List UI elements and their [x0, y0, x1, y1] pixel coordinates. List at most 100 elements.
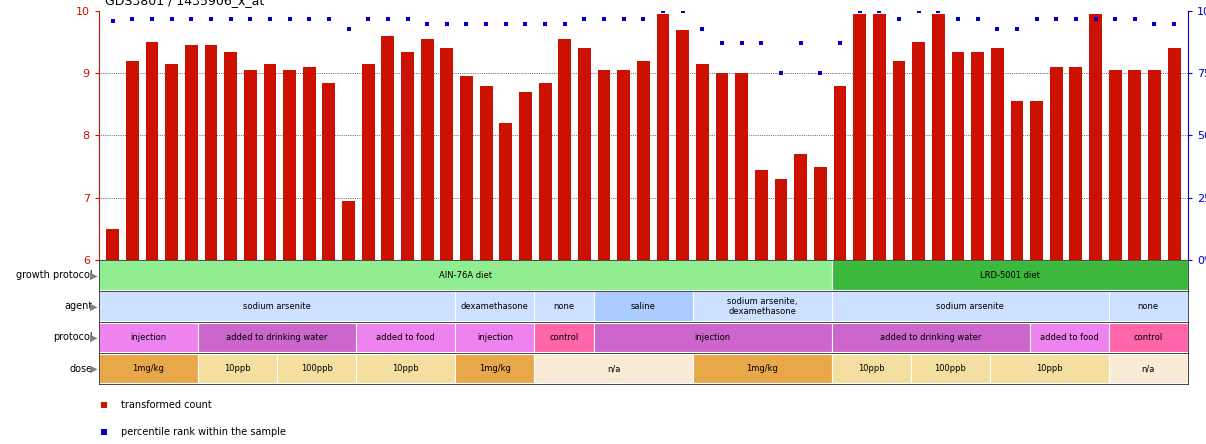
Bar [755, 170, 768, 260]
Bar [1167, 48, 1181, 260]
Bar [99, 260, 831, 290]
Point [929, 8, 948, 15]
Bar [402, 52, 414, 260]
Text: 1mg/kg: 1mg/kg [479, 364, 511, 373]
Point [614, 15, 633, 22]
Bar [831, 353, 911, 384]
Point [417, 20, 437, 27]
Point [535, 20, 555, 27]
Text: none: none [1137, 302, 1159, 311]
Bar [125, 61, 139, 260]
Text: n/a: n/a [1142, 364, 1155, 373]
Point [988, 25, 1007, 32]
Text: 100ppb: 100ppb [935, 364, 966, 373]
Text: 10ppb: 10ppb [392, 364, 420, 373]
Text: ▶: ▶ [90, 364, 98, 373]
Point [713, 40, 732, 47]
Bar [991, 48, 1003, 260]
Bar [831, 322, 1030, 353]
Point [830, 40, 849, 47]
Text: AIN-76A diet: AIN-76A diet [439, 271, 492, 280]
Bar [106, 229, 119, 260]
Bar [736, 73, 748, 260]
Bar [381, 36, 394, 260]
Point [1085, 15, 1105, 22]
Text: dose: dose [70, 364, 93, 373]
Bar [696, 64, 709, 260]
Text: n/a: n/a [607, 364, 620, 373]
Bar [1129, 70, 1141, 260]
Bar [277, 353, 356, 384]
Bar [534, 322, 593, 353]
Point [1026, 15, 1046, 22]
Text: sodium arsenite: sodium arsenite [936, 302, 1005, 311]
Point [339, 25, 358, 32]
Point [162, 15, 181, 22]
Point [1125, 15, 1144, 22]
Bar [461, 76, 473, 260]
Point [476, 20, 496, 27]
Bar [1089, 14, 1102, 260]
Bar [264, 64, 276, 260]
Text: sodium arsenite,
dexamethasone: sodium arsenite, dexamethasone [727, 297, 797, 316]
Point [103, 17, 122, 24]
Point [1144, 20, 1164, 27]
Text: injection: injection [476, 333, 513, 342]
Point [457, 20, 476, 27]
Text: ▶: ▶ [90, 333, 98, 342]
Point [555, 20, 574, 27]
Text: control: control [550, 333, 579, 342]
Bar [831, 291, 1108, 321]
Bar [617, 70, 630, 260]
Bar [99, 322, 198, 353]
Bar [1030, 322, 1108, 353]
Bar [1108, 322, 1188, 353]
Bar [198, 322, 356, 353]
Bar [990, 353, 1108, 384]
Bar [693, 291, 831, 321]
Bar [677, 30, 689, 260]
Text: GDS3801 / 1435906_x_at: GDS3801 / 1435906_x_at [105, 0, 264, 7]
Bar [356, 353, 456, 384]
Bar [774, 179, 788, 260]
Bar [693, 353, 831, 384]
Bar [185, 45, 198, 260]
Point [595, 15, 614, 22]
Text: none: none [554, 302, 575, 311]
Point [1007, 25, 1026, 32]
Bar [637, 61, 650, 260]
Text: added to food: added to food [1040, 333, 1099, 342]
Text: control: control [1134, 333, 1163, 342]
Point [201, 15, 221, 22]
Bar [952, 52, 965, 260]
Bar [534, 291, 593, 321]
Text: dexamethasone: dexamethasone [461, 302, 529, 311]
Bar [343, 201, 355, 260]
Bar [456, 291, 534, 321]
Bar [205, 45, 217, 260]
Bar [558, 39, 572, 260]
Point [95, 428, 115, 436]
Bar [971, 52, 984, 260]
Bar [1030, 101, 1043, 260]
Point [692, 25, 712, 32]
Text: agent: agent [65, 301, 93, 311]
Text: added to drinking water: added to drinking water [880, 333, 982, 342]
Text: 10ppb: 10ppb [224, 364, 251, 373]
Text: percentile rank within the sample: percentile rank within the sample [121, 427, 286, 437]
Point [241, 15, 260, 22]
Bar [1108, 291, 1188, 321]
Bar [1049, 67, 1062, 260]
Point [123, 15, 142, 22]
Point [1106, 15, 1125, 22]
Bar [1148, 70, 1161, 260]
Bar [99, 291, 456, 321]
Text: added to food: added to food [376, 333, 435, 342]
Bar [303, 67, 316, 260]
Text: injection: injection [695, 333, 731, 342]
Bar [198, 353, 277, 384]
Bar [932, 14, 944, 260]
Bar [1108, 70, 1122, 260]
Bar [912, 42, 925, 260]
Text: LRD-5001 diet: LRD-5001 diet [979, 271, 1040, 280]
